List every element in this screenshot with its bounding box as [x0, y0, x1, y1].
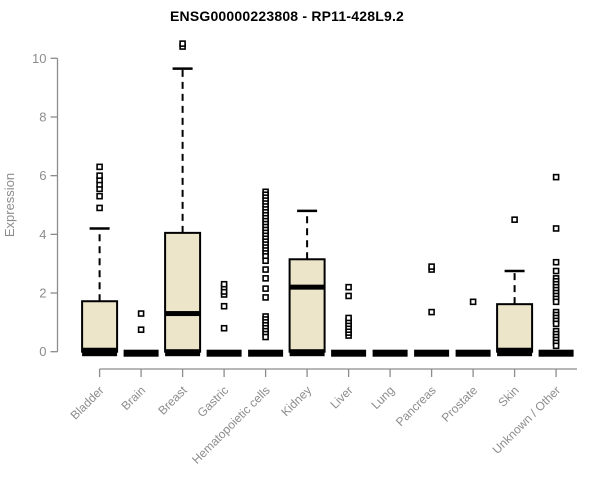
y-tick-label: 0 [39, 344, 46, 359]
outlier-brain [137, 326, 145, 333]
median-breast [165, 311, 201, 317]
x-tick-label: Pancreas [393, 383, 439, 429]
outlier-hematopoietic-cells [262, 333, 269, 341]
outlier-unknown-other [552, 173, 560, 181]
x-tick-label: Skin [495, 383, 521, 409]
outlier-bladder [96, 163, 103, 171]
box-bladder [81, 300, 119, 353]
box-breast [164, 231, 202, 353]
outlier-prostate [469, 298, 477, 306]
flat-bar-prostate [455, 349, 491, 357]
median-kidney [289, 284, 325, 290]
x-tick-label: Kidney [278, 383, 314, 419]
outlier-unknown-other [552, 267, 560, 275]
outlier-hematopoietic-cells [262, 294, 269, 301]
box-skin [496, 303, 534, 353]
outlier-unknown-other [552, 225, 560, 232]
y-tick-label: 4 [39, 227, 46, 242]
outlier-liver [345, 283, 352, 291]
outlier-gastric [220, 302, 228, 310]
box-bottom-kidney [289, 349, 325, 357]
x-tick-label: Hematopoietic cells [189, 383, 272, 466]
flat-bar-lung [372, 349, 408, 357]
y-tick-label: 10 [32, 51, 46, 66]
y-tick-label: 2 [39, 286, 46, 301]
outlier-breast [179, 40, 186, 47]
outlier-unknown-other [552, 298, 560, 306]
outlier-hematopoietic-cells [262, 285, 269, 292]
outlier-gastric [220, 280, 228, 288]
outlier-pancreas [428, 308, 435, 316]
flat-bar-pancreas [414, 349, 450, 357]
x-tick-label: Prostate [439, 383, 481, 425]
outlier-unknown-other [552, 342, 560, 350]
flat-bar-gastric [206, 349, 242, 357]
flat-bar-liver [331, 349, 367, 357]
box-bottom-bladder [82, 349, 118, 357]
x-tick-label: Bladder [68, 383, 107, 422]
y-tick-label: 8 [39, 109, 46, 124]
flat-bar-hematopoietic-cells [248, 349, 284, 357]
outlier-liver [345, 314, 352, 322]
box-kidney [288, 258, 326, 353]
box-bottom-breast [165, 349, 201, 357]
x-tick-label: Lung [368, 383, 397, 412]
outlier-gastric [220, 324, 228, 332]
x-tick-label: Gastric [194, 383, 231, 420]
flat-bar-unknown-other [538, 349, 574, 357]
outlier-liver [345, 292, 352, 300]
x-tick-label: Breast [155, 383, 190, 418]
outlier-bladder [96, 192, 103, 200]
outlier-hematopoietic-cells [262, 266, 269, 273]
x-tick-label: Liver [327, 383, 355, 411]
y-axis-label: Expression [2, 173, 17, 237]
y-tick-label: 6 [39, 168, 46, 183]
x-tick-label: Brain [119, 383, 149, 413]
outlier-pancreas [428, 263, 435, 270]
outlier-unknown-other [552, 320, 560, 328]
outlier-bladder [96, 204, 103, 212]
outlier-hematopoietic-cells [262, 257, 269, 265]
outlier-brain [137, 310, 145, 317]
chart-title: ENSG00000223808 - RP11-428L9.2 [169, 8, 405, 24]
outlier-skin [511, 216, 518, 223]
flat-bar-brain [123, 349, 159, 357]
outlier-hematopoietic-cells [262, 275, 269, 282]
outlier-bladder [96, 172, 103, 179]
outlier-unknown-other [552, 258, 560, 266]
box-bottom-skin [497, 349, 533, 357]
